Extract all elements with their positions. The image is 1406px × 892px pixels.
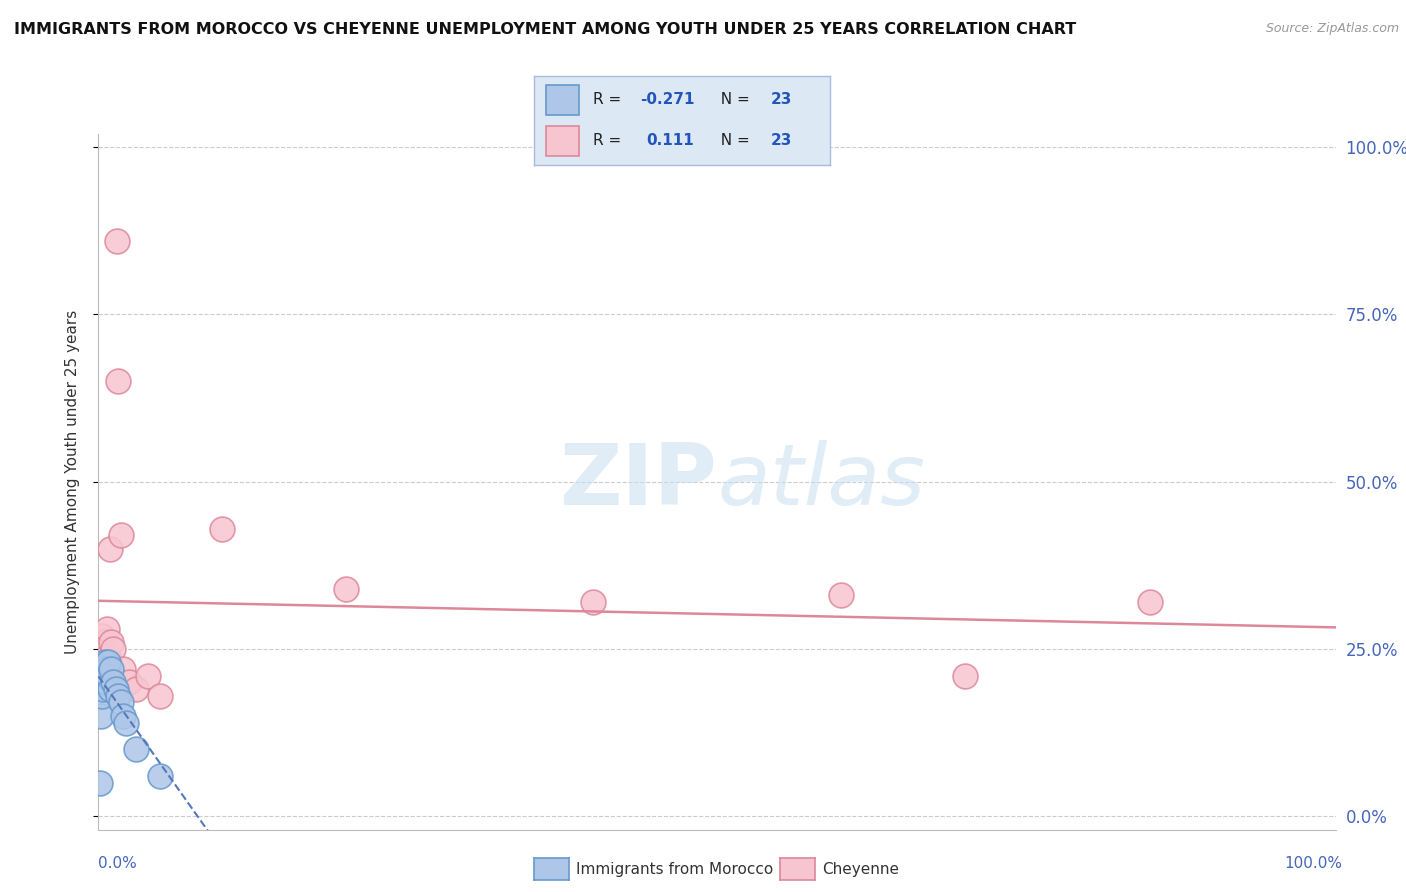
Point xyxy=(118,675,141,690)
Text: 0.0%: 0.0% xyxy=(98,856,138,871)
Point xyxy=(105,234,128,248)
Point xyxy=(98,541,121,556)
Point xyxy=(96,622,118,636)
FancyBboxPatch shape xyxy=(546,85,579,115)
Point xyxy=(93,635,115,649)
Point xyxy=(91,689,114,703)
Text: 0.111: 0.111 xyxy=(647,134,695,148)
Point xyxy=(582,595,605,609)
Text: Immigrants from Morocco: Immigrants from Morocco xyxy=(576,863,773,877)
Point xyxy=(89,775,111,790)
Point xyxy=(93,681,115,696)
Y-axis label: Unemployment Among Youth under 25 years: Unemployment Among Youth under 25 years xyxy=(65,310,80,654)
Point xyxy=(89,642,111,657)
Point xyxy=(104,681,127,696)
Text: N =: N = xyxy=(711,93,755,107)
Point xyxy=(96,675,118,690)
Point xyxy=(103,675,125,690)
Text: 23: 23 xyxy=(770,134,792,148)
Point xyxy=(103,642,125,657)
Point xyxy=(96,662,118,676)
Text: Source: ZipAtlas.com: Source: ZipAtlas.com xyxy=(1265,22,1399,36)
Point xyxy=(94,669,117,683)
Point xyxy=(124,681,146,696)
Point xyxy=(93,675,115,690)
Point xyxy=(94,662,117,676)
Point xyxy=(335,582,357,596)
Point xyxy=(830,589,852,603)
Point xyxy=(97,648,120,663)
Point xyxy=(90,708,112,723)
Text: R =: R = xyxy=(593,93,627,107)
Point xyxy=(211,521,233,535)
Point xyxy=(149,689,172,703)
Point xyxy=(91,628,114,642)
Text: Cheyenne: Cheyenne xyxy=(823,863,900,877)
Point xyxy=(1139,595,1161,609)
Point xyxy=(136,669,159,683)
Text: IMMIGRANTS FROM MOROCCO VS CHEYENNE UNEMPLOYMENT AMONG YOUTH UNDER 25 YEARS CORR: IMMIGRANTS FROM MOROCCO VS CHEYENNE UNEM… xyxy=(14,22,1077,37)
Point xyxy=(112,708,135,723)
Point xyxy=(110,528,132,542)
Point xyxy=(98,681,121,696)
Point xyxy=(100,635,122,649)
Text: R =: R = xyxy=(593,134,631,148)
Point xyxy=(110,696,132,710)
Point xyxy=(104,681,127,696)
Text: 100.0%: 100.0% xyxy=(1285,856,1343,871)
Point xyxy=(93,662,115,676)
FancyBboxPatch shape xyxy=(546,126,579,156)
Point xyxy=(97,669,120,683)
Point xyxy=(149,769,172,783)
Point xyxy=(100,662,122,676)
Point xyxy=(97,655,120,669)
Text: N =: N = xyxy=(711,134,755,148)
Text: -0.271: -0.271 xyxy=(641,93,695,107)
Point xyxy=(112,662,135,676)
Point xyxy=(953,669,976,683)
Point xyxy=(114,715,136,730)
Point xyxy=(107,689,129,703)
Text: 23: 23 xyxy=(770,93,792,107)
Point xyxy=(124,742,146,756)
Point xyxy=(107,375,129,389)
Text: ZIP: ZIP xyxy=(560,440,717,524)
Point xyxy=(93,655,115,669)
Text: atlas: atlas xyxy=(717,440,925,524)
